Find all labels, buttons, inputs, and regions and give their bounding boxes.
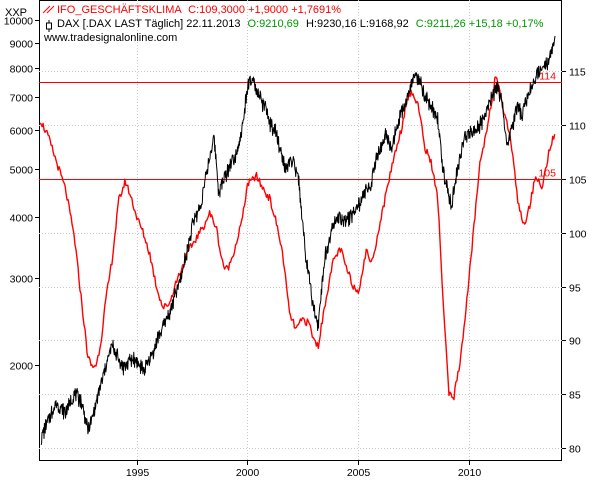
dax-legend-name: DAX [.DAX LAST Täglich] 22.11.2013 xyxy=(57,18,240,30)
reference-line-label: 105 xyxy=(538,168,556,180)
right-tick-label: 95 xyxy=(569,283,581,295)
ifo-series-line xyxy=(39,76,556,401)
x-tick-label: 2005 xyxy=(347,467,371,479)
dax-legend-close: C:9211,26 +15,18 +0,17% xyxy=(416,18,544,30)
axes-layer: 1995 2000 2005 2010 2000 3000 4000 5000 6000 7000… xyxy=(4,16,587,480)
x-tick-label: 2000 xyxy=(236,467,260,479)
right-tick-label: 90 xyxy=(569,336,581,348)
watermark-text: www.tradesignalonline.com xyxy=(43,32,177,44)
ifo-legend-entry: IFO_GESCHÄFTSKLIMA C:109,3000 +1,9000 +1… xyxy=(57,4,341,16)
x-tick-label: 1995 xyxy=(126,467,150,479)
dax-series-line xyxy=(40,35,556,446)
left-tick-label: 9000 xyxy=(10,39,34,51)
left-tick-label: 2000 xyxy=(10,361,34,373)
right-tick-label: 105 xyxy=(569,175,587,187)
dax-legend-high-low: H:9230,16 L:9168,92 xyxy=(306,18,409,30)
ifo-legend-values: C:109,3000 +1,9000 +1,7691% xyxy=(188,4,341,16)
right-tick-label: 100 xyxy=(569,229,587,241)
right-tick-label: 115 xyxy=(569,67,586,79)
left-tick-label: 8000 xyxy=(10,64,34,76)
ifo-legend-line-icon-2 xyxy=(46,5,55,14)
left-tick-label: 6000 xyxy=(10,126,34,138)
right-tick-label: 80 xyxy=(569,444,581,456)
reference-line-label: 114 xyxy=(539,71,556,83)
left-tick-label: 5000 xyxy=(10,165,34,177)
legend: XXP IFO_GESCHÄFTSKLIMA C:109,3000 +1,900… xyxy=(5,4,544,44)
ifo-legend-line-icon xyxy=(42,5,51,14)
right-tick-label: 85 xyxy=(569,390,581,402)
reference-lines: 114 105 xyxy=(39,71,562,180)
dax-legend-open: O:9210,69 xyxy=(248,18,299,30)
dax-legend-entry: DAX [.DAX LAST Täglich] 22.11.2013 O:921… xyxy=(57,18,544,30)
symbol-label: XXP xyxy=(5,7,27,19)
left-tick-label: 3000 xyxy=(10,274,34,286)
series-layer xyxy=(39,35,556,446)
right-tick-label: 110 xyxy=(569,121,586,133)
ifo-legend-name: IFO_GESCHÄFTSKLIMA xyxy=(57,4,182,16)
gridlines xyxy=(39,0,562,461)
dax-legend-candle-icon xyxy=(46,22,52,30)
plot-frame xyxy=(39,0,562,461)
left-tick-label: 7000 xyxy=(10,93,34,105)
left-tick-label: 10000 xyxy=(4,16,33,28)
x-tick-label: 2010 xyxy=(458,467,482,479)
left-tick-label: 4000 xyxy=(10,213,34,225)
